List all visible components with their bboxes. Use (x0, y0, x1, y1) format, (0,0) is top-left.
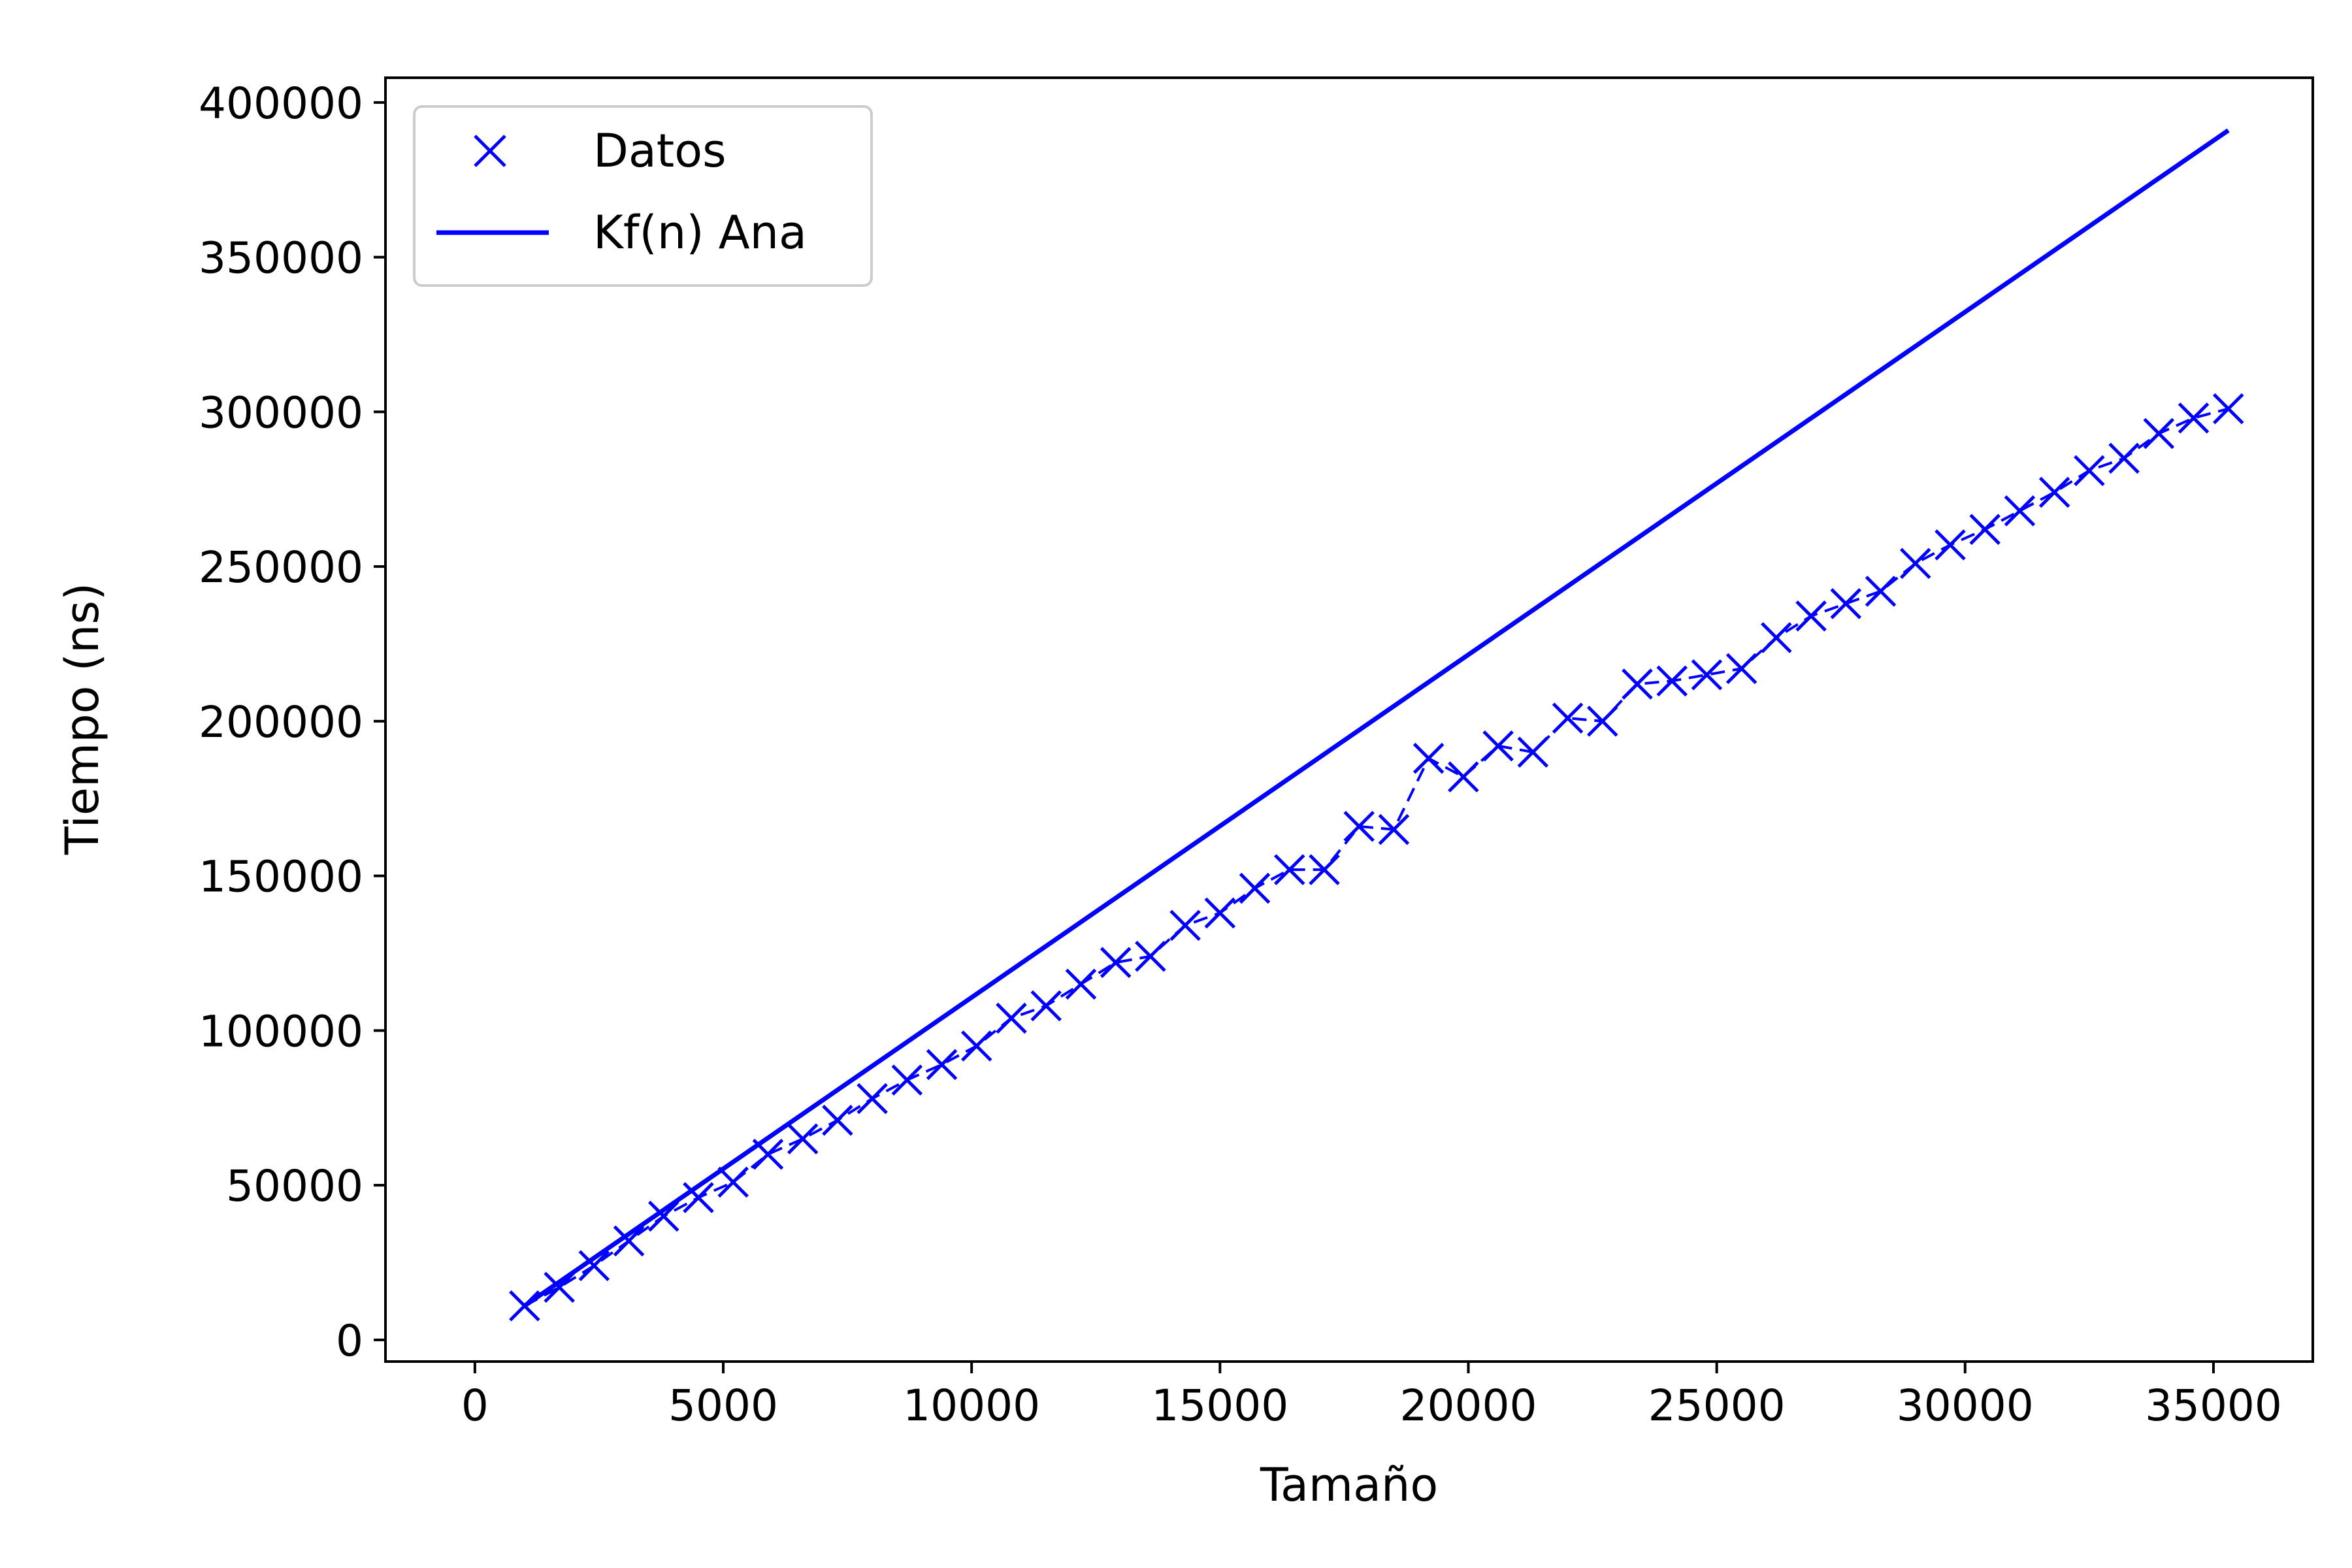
data-point (1656, 665, 1688, 697)
series-line-datos (523, 407, 2229, 1307)
x-tick-label: 25000 (1648, 1380, 1786, 1431)
data-point (1378, 813, 1410, 845)
data-point (1100, 947, 1132, 978)
y-tick-label: 200000 (199, 697, 363, 747)
y-tick-label: 250000 (199, 542, 363, 593)
datos-series-layer (509, 393, 2244, 1322)
data-point (1935, 529, 1966, 561)
data-point (1865, 576, 1897, 607)
data-point (1239, 872, 1271, 904)
x-tick-label: 0 (461, 1380, 489, 1431)
data-point (787, 1123, 819, 1154)
x-tick-label: 10000 (903, 1380, 1040, 1431)
legend-x-marker-icon (474, 135, 506, 167)
data-point (1343, 811, 1375, 842)
y-tick-label: 100000 (199, 1006, 363, 1056)
data-point (891, 1064, 923, 1096)
data-point (1795, 600, 1827, 632)
x-tick-label: 15000 (1151, 1380, 1288, 1431)
data-point (683, 1182, 714, 1213)
y-tick-label: 350000 (199, 233, 363, 284)
data-point (1969, 514, 2001, 546)
legend: Datos Kf(n) Ana (413, 105, 873, 287)
legend-label-kf-ana: Kf(n) Ana (593, 206, 807, 259)
y-axis-label: Tiempo (ns) (56, 583, 109, 855)
legend-label-datos: Datos (593, 124, 727, 178)
data-point (1204, 897, 1236, 929)
data-point (1273, 854, 1305, 885)
y-axis: 0 50000 100000 150000 200000 250000 300000 3500… (199, 78, 385, 1366)
data-point (1482, 730, 1514, 762)
plot-frame (384, 76, 2314, 1363)
plot-area (509, 128, 2244, 1322)
x-tick-label: 20000 (1399, 1380, 1537, 1431)
data-point (1830, 588, 1862, 619)
data-point (961, 1030, 992, 1062)
data-point (2038, 476, 2070, 508)
data-point (1691, 659, 1723, 691)
data-point (822, 1104, 853, 1136)
data-point (1030, 990, 1062, 1022)
data-point (752, 1138, 784, 1170)
data-point (648, 1200, 679, 1232)
data-point (1725, 653, 1757, 685)
x-tick-label: 30000 (1897, 1380, 2034, 1431)
data-point (2212, 393, 2244, 425)
legend-item-kf-ana: Kf(n) Ana (436, 206, 807, 259)
data-point (996, 1002, 1027, 1034)
data-point (1552, 702, 1584, 734)
legend-item-datos: Datos (474, 124, 727, 178)
data-point (857, 1083, 888, 1115)
series-line-kf-ana (523, 128, 2230, 1308)
x-tick-label: 5000 (668, 1380, 778, 1431)
data-point (1517, 736, 1549, 768)
data-point (613, 1225, 645, 1257)
data-point (1899, 547, 1931, 580)
data-point (1413, 742, 1445, 774)
data-point (1586, 706, 1618, 737)
data-point (2004, 495, 2036, 527)
data-point (1622, 668, 1653, 700)
legend-box (413, 105, 873, 287)
data-point (1135, 940, 1166, 972)
data-point (2178, 402, 2210, 434)
data-point (578, 1250, 610, 1281)
y-tick-label: 150000 (199, 852, 363, 902)
data-point (1448, 761, 1479, 792)
data-point (544, 1271, 575, 1303)
kf-series-layer (523, 128, 2230, 1308)
y-tick-label: 300000 (199, 387, 363, 438)
data-point (717, 1166, 749, 1198)
x-tick-label: 35000 (2145, 1380, 2282, 1431)
data-point (2074, 455, 2105, 487)
data-point (509, 1290, 540, 1322)
x-axis: 0 5000 10000 15000 20000 25000 30000 35000 (461, 1362, 2282, 1431)
data-point (2143, 417, 2175, 449)
x-axis-label: Tamaño (1260, 1458, 1438, 1512)
data-point (2108, 442, 2140, 474)
data-point (1169, 909, 1201, 941)
y-tick-label: 400000 (199, 78, 363, 129)
y-tick-label: 0 (336, 1316, 363, 1366)
data-point (1309, 854, 1340, 885)
data-point (926, 1049, 958, 1081)
data-point (1761, 622, 1792, 653)
data-point (1065, 968, 1097, 1000)
y-tick-label: 50000 (226, 1161, 363, 1211)
